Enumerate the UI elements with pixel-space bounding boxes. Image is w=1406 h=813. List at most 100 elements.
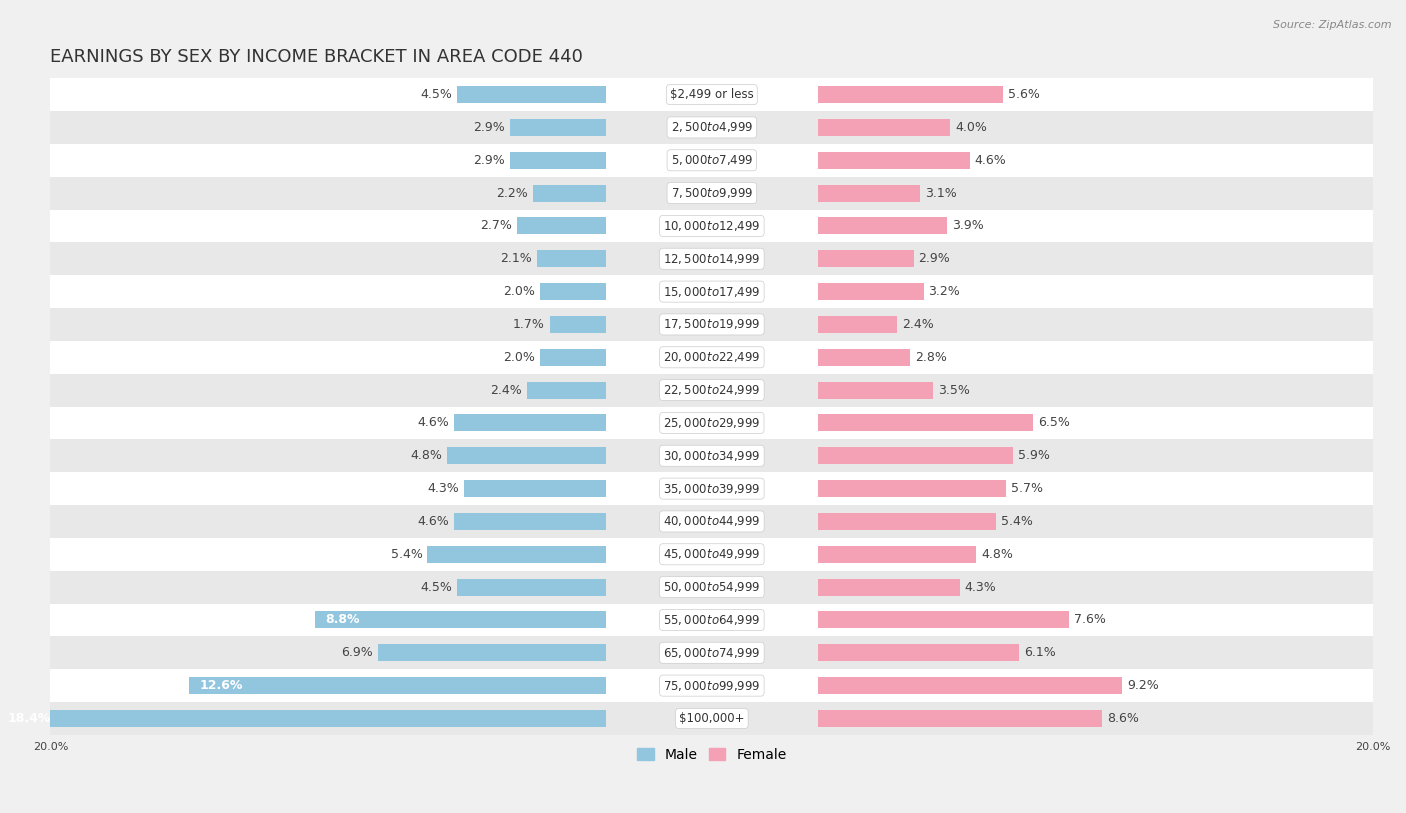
- Bar: [51, 176, 1374, 210]
- Bar: [818, 86, 1002, 103]
- Text: $65,000 to $74,999: $65,000 to $74,999: [664, 646, 761, 660]
- Bar: [533, 185, 606, 202]
- Bar: [190, 677, 606, 694]
- Text: 2.0%: 2.0%: [503, 285, 534, 298]
- Bar: [51, 406, 1374, 439]
- Text: 1.7%: 1.7%: [513, 318, 546, 331]
- Text: 5.6%: 5.6%: [1008, 88, 1039, 101]
- Text: 2.7%: 2.7%: [479, 220, 512, 233]
- Text: 4.6%: 4.6%: [418, 416, 449, 429]
- Text: $15,000 to $17,499: $15,000 to $17,499: [664, 285, 761, 298]
- Text: 2.9%: 2.9%: [474, 121, 505, 134]
- Text: 2.0%: 2.0%: [503, 350, 534, 363]
- Text: 4.3%: 4.3%: [427, 482, 458, 495]
- Text: 2.1%: 2.1%: [501, 252, 531, 265]
- Text: Source: ZipAtlas.com: Source: ZipAtlas.com: [1274, 20, 1392, 30]
- Text: 2.8%: 2.8%: [915, 350, 948, 363]
- Text: 4.5%: 4.5%: [420, 580, 453, 593]
- Text: 8.8%: 8.8%: [325, 614, 360, 627]
- Text: 5.4%: 5.4%: [391, 548, 422, 561]
- Text: 4.5%: 4.5%: [420, 88, 453, 101]
- Bar: [517, 217, 606, 234]
- Bar: [51, 603, 1374, 637]
- Text: 4.0%: 4.0%: [955, 121, 987, 134]
- Bar: [510, 152, 606, 169]
- Text: 7.6%: 7.6%: [1074, 614, 1107, 627]
- Bar: [818, 579, 960, 596]
- Bar: [818, 710, 1102, 727]
- Bar: [550, 316, 606, 333]
- Bar: [51, 341, 1374, 374]
- Bar: [457, 579, 606, 596]
- Bar: [818, 381, 934, 398]
- Bar: [51, 571, 1374, 603]
- Text: EARNINGS BY SEX BY INCOME BRACKET IN AREA CODE 440: EARNINGS BY SEX BY INCOME BRACKET IN ARE…: [51, 47, 583, 66]
- Bar: [51, 374, 1374, 406]
- Text: 4.8%: 4.8%: [411, 450, 443, 463]
- Bar: [51, 144, 1374, 176]
- Bar: [818, 152, 970, 169]
- Text: $35,000 to $39,999: $35,000 to $39,999: [664, 481, 761, 496]
- Legend: Male, Female: Male, Female: [631, 742, 793, 767]
- Bar: [454, 513, 606, 530]
- Text: 6.9%: 6.9%: [342, 646, 373, 659]
- Text: $20,000 to $22,499: $20,000 to $22,499: [664, 350, 761, 364]
- Text: 4.8%: 4.8%: [981, 548, 1014, 561]
- Text: $12,500 to $14,999: $12,500 to $14,999: [664, 252, 761, 266]
- Bar: [510, 119, 606, 136]
- Text: 8.6%: 8.6%: [1107, 712, 1139, 725]
- Text: 12.6%: 12.6%: [200, 679, 243, 692]
- Text: 4.6%: 4.6%: [974, 154, 1007, 167]
- Text: 6.5%: 6.5%: [1038, 416, 1070, 429]
- Bar: [818, 250, 914, 267]
- Bar: [51, 505, 1374, 538]
- Bar: [818, 415, 1032, 432]
- Text: $45,000 to $49,999: $45,000 to $49,999: [664, 547, 761, 561]
- Bar: [527, 381, 606, 398]
- Bar: [427, 546, 606, 563]
- Bar: [540, 283, 606, 300]
- Bar: [51, 111, 1374, 144]
- Bar: [51, 242, 1374, 275]
- Bar: [818, 316, 897, 333]
- Text: $2,499 or less: $2,499 or less: [671, 88, 754, 101]
- Bar: [818, 480, 1007, 497]
- Bar: [818, 283, 924, 300]
- Bar: [818, 546, 976, 563]
- Bar: [51, 472, 1374, 505]
- Bar: [454, 415, 606, 432]
- Text: 3.9%: 3.9%: [952, 220, 983, 233]
- Text: 4.6%: 4.6%: [418, 515, 449, 528]
- Text: $30,000 to $34,999: $30,000 to $34,999: [664, 449, 761, 463]
- Bar: [378, 644, 606, 661]
- Bar: [818, 217, 946, 234]
- Text: $100,000+: $100,000+: [679, 712, 745, 725]
- Text: 2.2%: 2.2%: [496, 187, 529, 200]
- Text: 18.4%: 18.4%: [7, 712, 51, 725]
- Text: 5.9%: 5.9%: [1018, 450, 1050, 463]
- Bar: [818, 119, 950, 136]
- Text: $7,500 to $9,999: $7,500 to $9,999: [671, 186, 754, 200]
- Bar: [51, 538, 1374, 571]
- Text: 6.1%: 6.1%: [1025, 646, 1056, 659]
- Text: $55,000 to $64,999: $55,000 to $64,999: [664, 613, 761, 627]
- Text: 5.4%: 5.4%: [1001, 515, 1033, 528]
- Bar: [51, 439, 1374, 472]
- Text: 4.3%: 4.3%: [965, 580, 997, 593]
- Text: 2.9%: 2.9%: [918, 252, 950, 265]
- Bar: [51, 210, 1374, 242]
- Text: $10,000 to $12,499: $10,000 to $12,499: [664, 219, 761, 233]
- Text: 3.1%: 3.1%: [925, 187, 957, 200]
- Bar: [51, 702, 1374, 735]
- Bar: [315, 611, 606, 628]
- Text: 2.4%: 2.4%: [489, 384, 522, 397]
- Bar: [537, 250, 606, 267]
- Bar: [51, 275, 1374, 308]
- Text: $40,000 to $44,999: $40,000 to $44,999: [664, 515, 761, 528]
- Text: 3.2%: 3.2%: [928, 285, 960, 298]
- Bar: [818, 611, 1069, 628]
- Text: $75,000 to $99,999: $75,000 to $99,999: [664, 679, 761, 693]
- Bar: [457, 86, 606, 103]
- Bar: [818, 677, 1122, 694]
- Bar: [0, 710, 606, 727]
